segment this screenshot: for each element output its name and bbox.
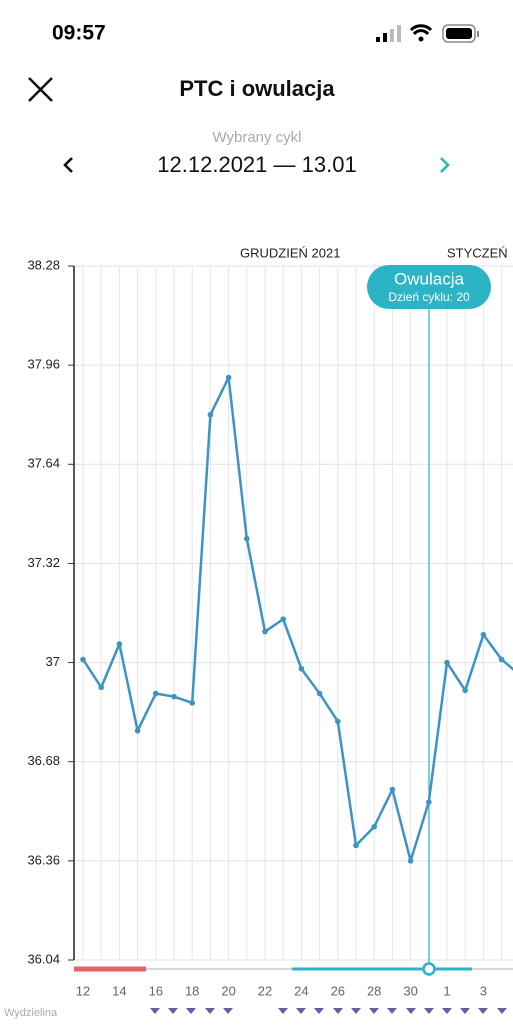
- x-tick-label: 30: [403, 983, 417, 998]
- temperature-point: [407, 858, 414, 864]
- temperature-point: [389, 786, 396, 793]
- x-tick-label: 18: [185, 983, 199, 998]
- y-tick-label: 36.04: [27, 951, 60, 966]
- close-button[interactable]: [28, 77, 53, 102]
- mucus-icons: [150, 1008, 507, 1014]
- ovulation-title: Owulacja: [394, 269, 464, 288]
- temperature-point: [116, 641, 123, 647]
- x-tick-label: 14: [112, 983, 126, 998]
- x-tick-label: 1: [443, 983, 450, 998]
- page-title: PTC i owulacja: [179, 76, 335, 101]
- temperature-point: [335, 718, 341, 725]
- x-tick-label: 28: [367, 983, 381, 998]
- x-tick-label: 26: [331, 983, 345, 998]
- temperature-point: [371, 823, 378, 830]
- temperature-point: [80, 656, 86, 663]
- y-tick-label: 37: [46, 654, 60, 669]
- month-label: STYCZEŃ: [447, 245, 508, 260]
- y-tick-label: 36.68: [27, 753, 60, 768]
- temperature-point: [480, 631, 487, 638]
- ovulation-subtitle: Dzień cyklu: 20: [388, 290, 470, 304]
- x-tick-label: 16: [149, 983, 163, 998]
- y-tick-label: 36.36: [27, 852, 60, 867]
- x-tick-label: 12: [76, 983, 90, 998]
- temperature-point: [462, 687, 469, 694]
- temperature-point: [153, 690, 159, 697]
- cycle-range: 12.12.2021 — 13.01: [157, 152, 356, 177]
- temperature-point: [189, 700, 195, 706]
- y-tick-label: 38.28: [27, 257, 60, 272]
- next-cycle[interactable]: [440, 157, 450, 173]
- ovulation-badge: [367, 265, 491, 309]
- prev-cycle[interactable]: [63, 157, 73, 173]
- series: [80, 374, 513, 864]
- x-tick-label: 24: [294, 983, 308, 998]
- x-tick-label: 3: [480, 983, 487, 998]
- temperature-point: [280, 616, 287, 622]
- temperature-point: [171, 693, 177, 700]
- temperature-point: [225, 374, 232, 381]
- temperature-point: [353, 842, 359, 849]
- status-time: 09:57: [52, 22, 106, 45]
- month-label: GRUDZIEŃ 2021: [240, 245, 340, 260]
- temperature-point: [134, 727, 141, 734]
- temperature-point: [98, 684, 104, 691]
- y-tick-label: 37.96: [27, 357, 60, 372]
- temperature-point: [207, 411, 214, 418]
- temperature-point: [316, 690, 323, 697]
- plot: 36.04 36.36 36.68 37 37.32 37.64 37.96 38.28 GRU…: [27, 245, 513, 998]
- x-tick-label: 22: [258, 983, 272, 998]
- footer-label: Wydzielina: [4, 1007, 58, 1019]
- temperature-point: [244, 535, 250, 542]
- x-tick-label: 20: [221, 983, 235, 998]
- temperature-point: [498, 656, 505, 663]
- status-icons: [376, 24, 479, 43]
- temperature-point: [444, 659, 450, 666]
- temperature-line: [81, 376, 513, 863]
- temperature-point: [262, 628, 268, 635]
- y-tick-label: 37.32: [27, 555, 60, 570]
- temperature-point: [298, 665, 305, 672]
- ovulation-dot: [422, 962, 436, 976]
- temperature-point: [426, 799, 432, 805]
- cycle-caption: Wybrany cykl: [212, 129, 301, 146]
- y-tick-label: 37.64: [27, 456, 60, 471]
